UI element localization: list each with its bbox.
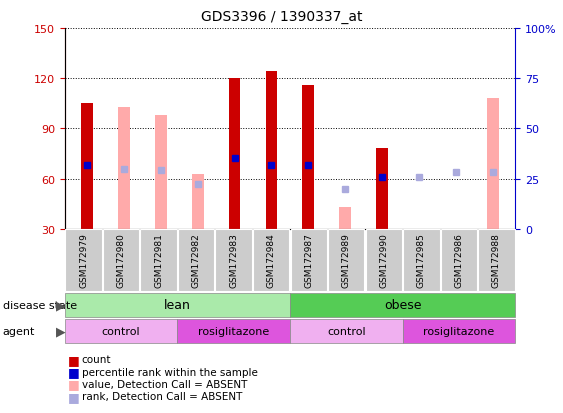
Text: control: control (327, 326, 365, 336)
Bar (339, 207, 351, 229)
Text: rosiglitazone: rosiglitazone (198, 326, 269, 336)
Text: count: count (82, 354, 111, 364)
Text: control: control (102, 326, 140, 336)
Text: GSM172985: GSM172985 (417, 232, 426, 287)
Text: GDS3396 / 1390337_at: GDS3396 / 1390337_at (201, 10, 362, 24)
Text: ▶: ▶ (56, 324, 66, 337)
Text: ■: ■ (68, 365, 79, 378)
Text: ■: ■ (68, 377, 79, 391)
Bar (118, 107, 129, 229)
Text: GSM172987: GSM172987 (304, 232, 313, 287)
Text: GSM172983: GSM172983 (229, 232, 238, 287)
Bar (302, 85, 314, 229)
Text: lean: lean (164, 299, 191, 312)
Text: GSM172980: GSM172980 (117, 232, 126, 287)
Text: GSM172982: GSM172982 (191, 233, 200, 287)
Bar (192, 174, 204, 229)
Bar (229, 79, 240, 229)
Text: GSM172984: GSM172984 (267, 233, 276, 287)
Text: GSM172989: GSM172989 (342, 232, 351, 287)
Text: GSM172988: GSM172988 (492, 232, 501, 287)
Text: GSM172986: GSM172986 (454, 232, 463, 287)
Text: percentile rank within the sample: percentile rank within the sample (82, 367, 257, 377)
Bar (487, 99, 499, 229)
Text: rosiglitazone: rosiglitazone (423, 326, 494, 336)
Text: ■: ■ (68, 390, 79, 403)
Bar (155, 116, 167, 229)
Text: rank, Detection Call = ABSENT: rank, Detection Call = ABSENT (82, 392, 242, 401)
Text: GSM172979: GSM172979 (79, 232, 88, 287)
Bar (81, 104, 93, 229)
Bar (266, 72, 278, 229)
Text: agent: agent (3, 326, 35, 336)
Text: ■: ■ (68, 353, 79, 366)
Text: value, Detection Call = ABSENT: value, Detection Call = ABSENT (82, 379, 247, 389)
Text: GSM172990: GSM172990 (379, 232, 388, 287)
Text: obese: obese (384, 299, 421, 312)
Text: disease state: disease state (3, 300, 77, 310)
Bar (376, 149, 388, 229)
Text: GSM172981: GSM172981 (154, 232, 163, 287)
Text: ▶: ▶ (56, 299, 66, 312)
